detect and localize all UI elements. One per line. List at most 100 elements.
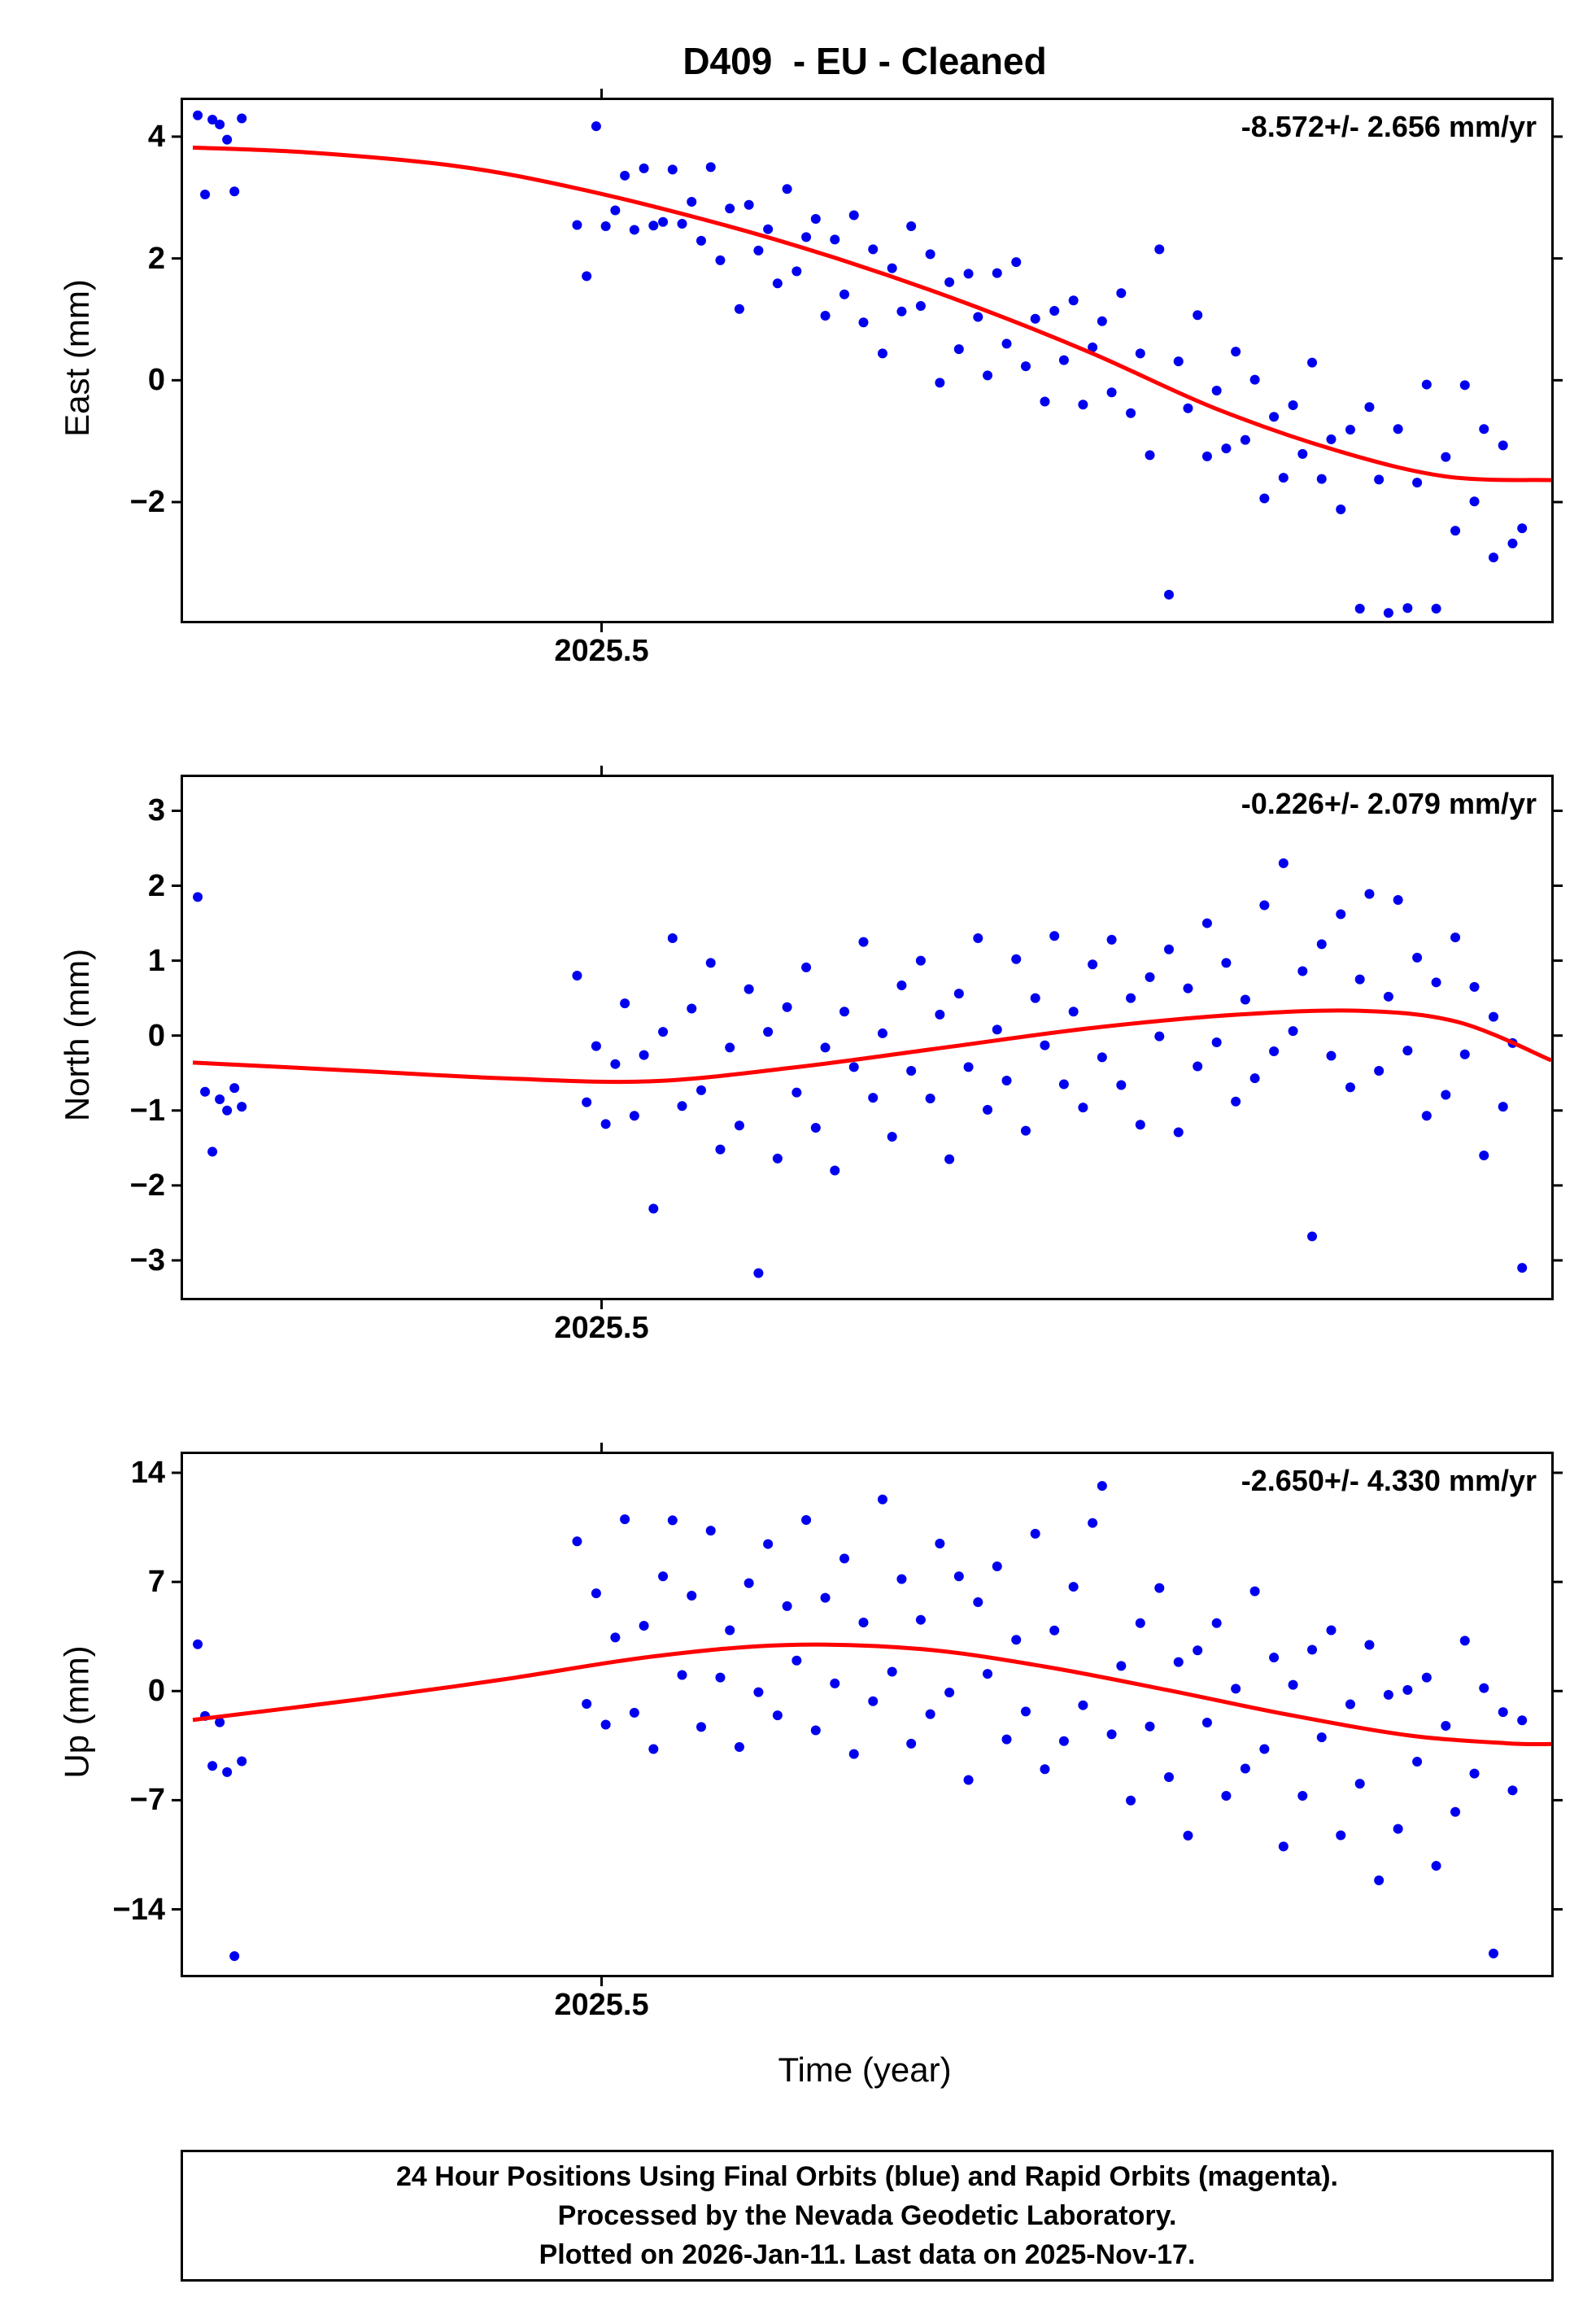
data-point [1345,1699,1355,1710]
data-point [1288,1026,1298,1037]
data-point [877,1494,887,1505]
data-point [591,1588,601,1599]
data-point [763,1027,774,1037]
data-point [1259,900,1270,911]
data-point [582,1097,592,1107]
panel-north: -0.226+/- 2.079 mm/yr 3 2 1 0 −1 −2 −3 2025.5 [130,766,1563,1343]
data-point [763,224,774,234]
data-point [1402,1684,1413,1695]
data-point [229,1951,240,1962]
data-point [1001,338,1012,349]
data-point [1126,408,1136,418]
data-point [1345,424,1355,435]
data-point [1345,1082,1355,1093]
data-point [1278,858,1289,868]
data-point [1412,1757,1423,1767]
data-point [1288,1679,1298,1690]
data-point [1431,604,1441,614]
data-point [1126,993,1136,1003]
data-point [1316,1732,1327,1743]
data-point [1211,1037,1222,1047]
data-point [896,980,907,990]
data-point [1354,1779,1365,1789]
data-point [1479,1151,1489,1161]
data-point [667,164,678,175]
up-plot-svg [172,1443,1563,1986]
data-point [915,1614,926,1625]
data-point [1488,1011,1498,1022]
data-point [925,249,935,260]
data-point [973,1597,983,1608]
data-point [572,971,582,981]
data-point [1183,983,1193,994]
data-point [1479,424,1489,435]
data-point [801,232,812,242]
data-point [839,289,850,299]
data-point [1231,347,1241,357]
data-point [887,1132,897,1142]
data-point [753,1687,764,1697]
y-tick-label: 14 [130,1455,165,1490]
data-point [1183,403,1193,413]
data-point [696,1722,706,1732]
data-point [820,310,831,321]
data-point [1259,1744,1270,1754]
data-point [953,344,964,355]
data-point [925,1709,935,1719]
data-point [1307,1644,1318,1655]
data-point [858,937,869,947]
data-point [743,199,754,210]
data-point [858,317,869,328]
data-point [1412,478,1423,488]
data-point [1001,1075,1012,1085]
data-point [801,962,812,972]
x-tick-label: 2025.5 [554,634,649,668]
data-point [915,301,926,312]
data-point [1402,603,1413,614]
data-point [1459,1049,1470,1059]
data-point [1240,1763,1250,1774]
data-point [1431,977,1441,988]
data-point [1316,939,1327,950]
data-point [877,348,887,359]
data-point [648,1203,659,1214]
x-tick-label: 2025.5 [554,1988,649,2022]
data-point [1221,958,1232,968]
y-tick-label: 7 [147,1565,165,1600]
data-point [1459,1636,1470,1646]
data-point [973,932,983,943]
caption-line-2: Processed by the Nevada Geodetic Laborat… [557,2199,1177,2231]
data-point [1078,400,1088,410]
trend-line [192,1642,1552,1747]
data-point [1030,313,1040,324]
data-point [896,306,907,317]
data-point [973,312,983,322]
data-point [772,278,783,289]
data-point [1164,1772,1175,1783]
data-point [810,213,821,224]
y-tick-label: 2 [147,868,165,903]
y-tick-label: −2 [129,1168,165,1203]
data-point [1116,1080,1127,1090]
panel-up: -2.650+/- 4.330 mm/yr 14 7 0 −7 −14 2025.5 [113,1443,1563,2020]
data-point [200,190,211,200]
data-point [215,119,225,129]
data-point [1383,1689,1393,1700]
y-tick-label: 0 [147,363,165,398]
data-point [1316,474,1327,484]
y-tick-label: −14 [112,1892,165,1927]
data-point [237,1756,247,1767]
data-point [782,1601,792,1611]
data-point [677,1670,687,1680]
data-point [1507,538,1518,548]
data-point [1374,1065,1385,1076]
data-point [1374,474,1385,485]
data-point [1221,1791,1232,1802]
data-point [1393,1823,1403,1834]
data-point [639,1620,649,1631]
data-point [1211,1618,1222,1628]
data-point [1336,909,1346,919]
data-point [1288,400,1298,411]
data-point [1011,257,1022,268]
data-point [1173,1657,1184,1667]
